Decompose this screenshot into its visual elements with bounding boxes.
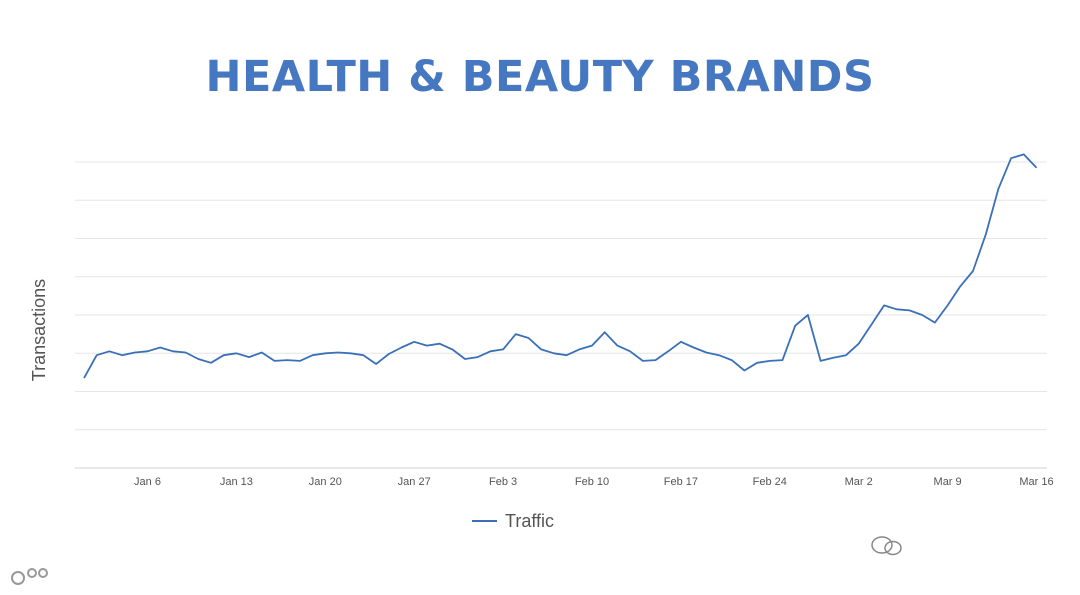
legend-label-traffic: Traffic xyxy=(505,511,554,531)
series-lines xyxy=(83,153,1038,379)
watermark-right xyxy=(870,534,910,557)
chart-title: HEALTH & BEAUTY BRANDS xyxy=(205,52,875,102)
x-tick-label: Mar 16 xyxy=(1019,476,1053,488)
legend: Traffic xyxy=(472,511,554,531)
paw-logo-icon xyxy=(11,567,48,585)
x-tick-label: Mar 2 xyxy=(845,476,873,488)
wechat-logo-icon xyxy=(871,535,902,555)
x-tick-label: Feb 24 xyxy=(753,476,787,488)
watermark-left xyxy=(10,562,50,587)
x-tick-label: Jan 27 xyxy=(398,476,431,488)
x-tick-label: Jan 13 xyxy=(220,476,253,488)
x-tick-label: Feb 17 xyxy=(664,476,698,488)
y-axis-label: Transactions xyxy=(29,279,49,381)
series-line-traffic xyxy=(83,153,1038,379)
x-tick-label: Feb 3 xyxy=(489,476,517,488)
x-tick-label: Mar 9 xyxy=(934,476,962,488)
gridlines xyxy=(75,161,1047,469)
x-tick-label: Feb 10 xyxy=(575,476,609,488)
x-tick-label: Jan 6 xyxy=(134,476,161,488)
x-axis-ticks: Jan 6 Jan 13 Jan 20 Jan 27 Feb 3 Feb 10 Feb 17… xyxy=(134,476,1054,488)
x-tick-label: Jan 20 xyxy=(309,476,342,488)
